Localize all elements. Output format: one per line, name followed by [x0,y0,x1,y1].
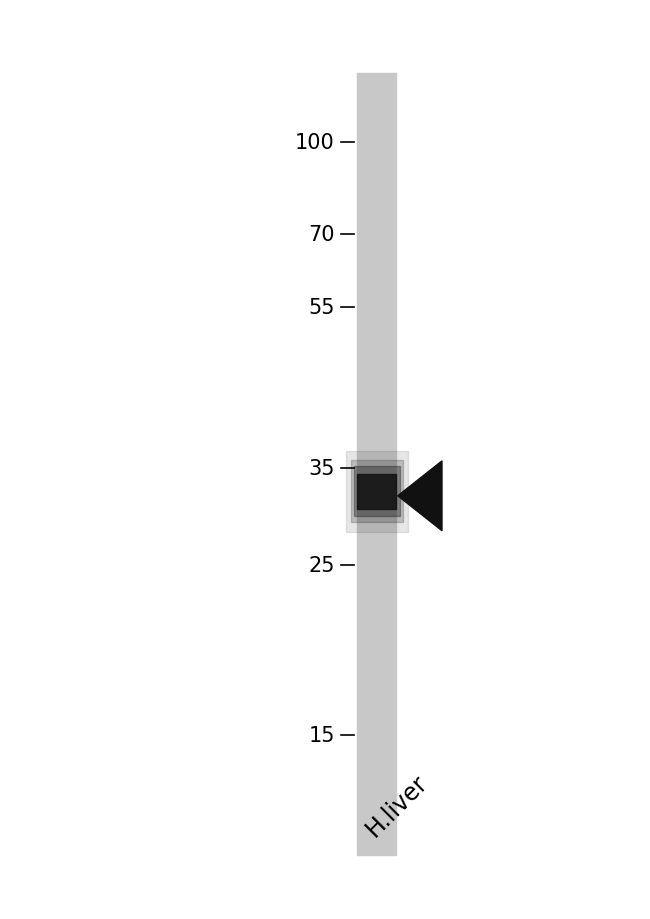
Text: 35: 35 [308,459,335,479]
Bar [358,74,396,855]
Text: 100: 100 [295,132,335,153]
Polygon shape [398,461,442,531]
Text: H.liver: H.liver [361,770,432,841]
Bar [346,451,408,532]
Bar [351,460,403,523]
Text: 70: 70 [308,224,335,244]
Bar [358,474,396,509]
Text: 25: 25 [308,555,335,575]
Text: 15: 15 [308,725,335,745]
Text: 55: 55 [308,298,335,318]
Bar [354,467,400,516]
